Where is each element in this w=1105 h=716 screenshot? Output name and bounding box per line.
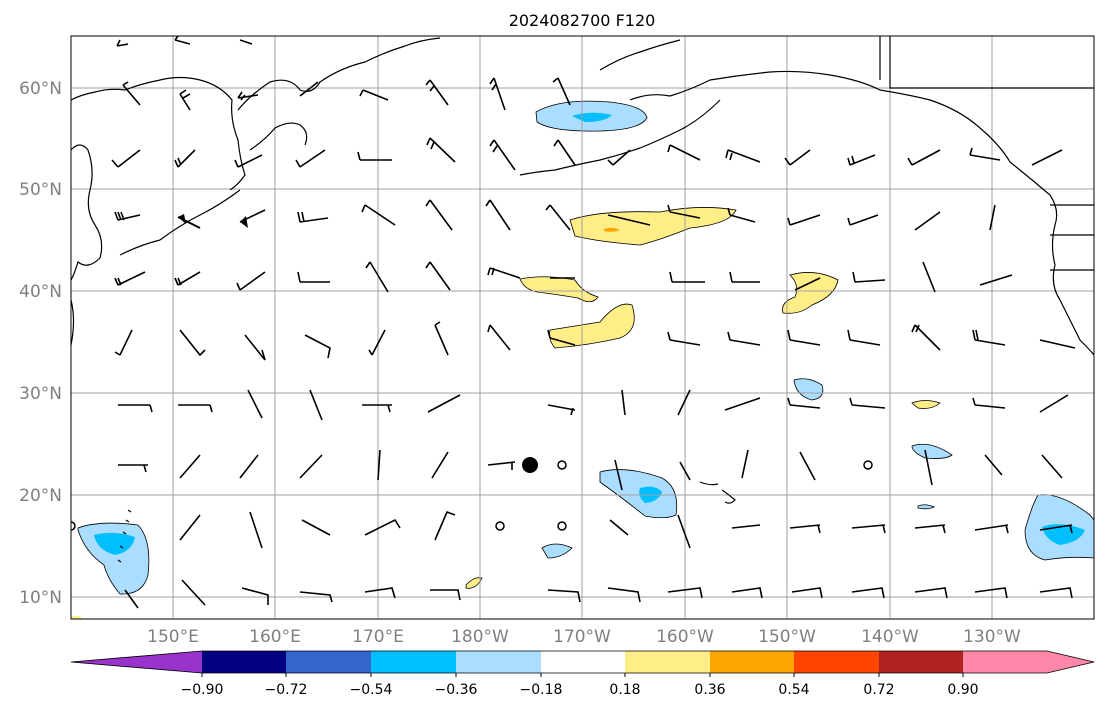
lon-label: 160°W [656,627,714,647]
lon-label: 140°W [861,627,919,647]
colorbar-tick-label: 0.90 [947,682,978,698]
colorbar-segment [456,651,541,673]
lon-label: 170°W [553,627,611,647]
coastlines [71,36,1094,563]
map-area [71,36,1094,619]
lon-label: 180°W [451,627,509,647]
colorbar-extension-low [71,651,202,673]
colorbar-segment [625,651,710,673]
colorbar-segment [202,651,286,673]
colorbar: −0.90 −0.72 −0.54 −0.36 −0.18 0.18 0.36 0.54 0.7… [70,650,1095,698]
colorbar-tick-label: 0.72 [863,682,894,698]
lat-label: 20°N [19,486,62,506]
colorbar-tick-label: 0.36 [694,682,725,698]
colorbar-segment [794,651,879,673]
colorbar-segment [879,651,963,673]
lat-label: 30°N [19,384,62,404]
colorbar-extension-high [963,651,1094,673]
colorbar-tick-label: −0.18 [520,682,563,698]
lat-label: 60°N [19,79,62,99]
colorbar-segment [541,651,625,673]
lon-label: 160°E [249,627,301,647]
colorbar-segment [286,651,371,673]
map-title: 2024082700 F120 [509,11,656,30]
lon-label: 170°E [352,627,404,647]
latitude-labels: 60°N 50°N 40°N 30°N 20°N 10°N [19,79,62,608]
colorbar-tick-label: 0.18 [609,682,640,698]
colorbar-tick-label: 0.54 [778,682,809,698]
colorbar-segment [371,651,456,673]
calm-markers [71,214,873,531]
colorbar-tick-label: −0.54 [350,682,393,698]
map-frame [70,35,1095,620]
colorbar-tick-label: −0.90 [181,682,224,698]
lon-label: 150°E [147,627,199,647]
wind-barbs [111,36,1076,609]
lat-label: 10°N [19,588,62,608]
lat-label: 40°N [19,282,62,302]
longitude-labels: 150°E 160°E 170°E 180°W 170°W 160°W 150°… [147,627,1021,647]
lon-label: 150°W [758,627,816,647]
lon-label: 130°W [963,627,1021,647]
lat-label: 50°N [19,180,62,200]
colorbar-tick-label: −0.36 [435,682,478,698]
colorbar-tick-label: −0.72 [265,682,308,698]
colorbar-segment [710,651,794,673]
